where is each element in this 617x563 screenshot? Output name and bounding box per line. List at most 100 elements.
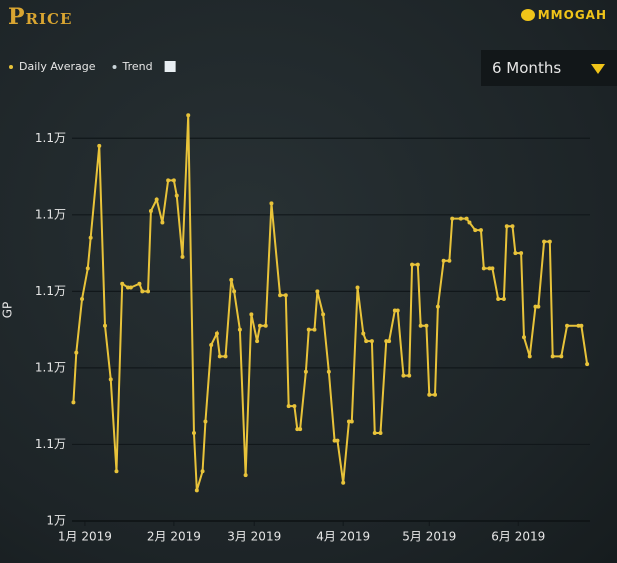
price-point: [346, 419, 351, 424]
price-point: [501, 297, 506, 302]
price-point: [513, 251, 518, 256]
price-point: [490, 266, 495, 271]
x-tick-label: 3月 2019: [227, 530, 281, 544]
price-point: [326, 369, 331, 374]
price-point: [209, 342, 214, 347]
price-point: [473, 228, 478, 233]
x-tick-label: 1月 2019: [58, 530, 112, 544]
price-point: [407, 373, 412, 378]
price-point: [315, 289, 320, 294]
price-point: [321, 312, 326, 317]
price-point: [174, 193, 179, 198]
price-point: [243, 473, 248, 478]
price-point: [392, 308, 397, 313]
range-select[interactable]: 6 Months: [481, 50, 617, 86]
price-point: [565, 323, 570, 328]
price-point: [191, 430, 196, 435]
price-point: [306, 327, 311, 332]
price-point: [487, 266, 492, 271]
price-point: [292, 404, 297, 409]
price-point: [108, 377, 113, 382]
y-tick-label: 1万: [46, 514, 66, 528]
y-tick-label: 1.1万: [35, 207, 66, 221]
price-point: [332, 438, 337, 443]
price-point: [229, 277, 234, 282]
range-label[interactable]: 6 Months: [492, 59, 562, 77]
price-point: [160, 220, 165, 225]
x-tick-label: 5月 2019: [402, 530, 456, 544]
price-point: [478, 228, 483, 233]
price-point: [74, 350, 79, 355]
price-point: [166, 178, 171, 183]
x-tick-label: 4月 2019: [316, 530, 370, 544]
price-point: [542, 239, 547, 244]
price-point: [585, 362, 590, 367]
price-point: [154, 197, 159, 202]
price-point: [579, 323, 584, 328]
price-point: [559, 354, 564, 359]
price-point: [378, 430, 383, 435]
price-point: [146, 289, 151, 294]
price-point: [148, 208, 153, 213]
price-point: [355, 285, 360, 290]
y-tick-label: 1.1万: [35, 284, 66, 298]
price-point: [88, 235, 93, 240]
price-point: [433, 392, 438, 397]
price-point: [255, 339, 260, 344]
price-point: [203, 419, 208, 424]
price-point: [418, 323, 423, 328]
title: Price: [8, 4, 73, 30]
price-point: [410, 262, 415, 267]
dropdown-arrow[interactable]: [591, 64, 605, 74]
price-point: [85, 266, 90, 271]
price-point: [171, 178, 176, 183]
legend-dot: [112, 65, 117, 69]
price-point: [450, 216, 455, 221]
price-point: [427, 392, 432, 397]
logo: MMOGAH: [521, 8, 607, 22]
price-point: [269, 201, 274, 206]
price-point: [424, 323, 429, 328]
price-point: [349, 419, 354, 424]
price-point: [435, 304, 440, 309]
price-point: [536, 304, 541, 309]
price-point: [364, 339, 369, 344]
price-point: [504, 224, 509, 229]
price-point: [361, 331, 366, 336]
price-point: [458, 216, 463, 221]
price-point: [441, 258, 446, 263]
legend-label: Trend: [122, 60, 153, 73]
price-point: [180, 254, 185, 259]
price-point: [125, 285, 130, 290]
price-point: [257, 323, 262, 328]
price-point: [576, 323, 581, 328]
price-point: [71, 400, 76, 405]
price-point: [97, 143, 102, 148]
price-point: [278, 293, 283, 298]
x-tick-label: 6月 2019: [491, 530, 545, 544]
price-point: [128, 285, 133, 290]
price-point: [286, 404, 291, 409]
price-point: [312, 327, 317, 332]
price-line: [72, 115, 589, 491]
price-point: [521, 335, 526, 340]
price-point: [527, 354, 532, 359]
price-point: [249, 312, 254, 317]
price-point: [186, 113, 191, 118]
price-point: [120, 281, 125, 286]
price-point: [519, 251, 524, 256]
price-point: [114, 469, 119, 474]
price-point: [481, 266, 486, 271]
price-point: [194, 488, 199, 493]
y-tick-label: 1.1万: [35, 131, 66, 145]
price-point: [80, 297, 85, 302]
price-point: [550, 354, 555, 359]
price-point: [372, 430, 377, 435]
price-point: [283, 293, 288, 298]
price-point: [395, 308, 400, 313]
price-point: [103, 323, 108, 328]
legend-dot: [9, 65, 13, 69]
price-point: [496, 297, 501, 302]
price-point: [140, 289, 145, 294]
